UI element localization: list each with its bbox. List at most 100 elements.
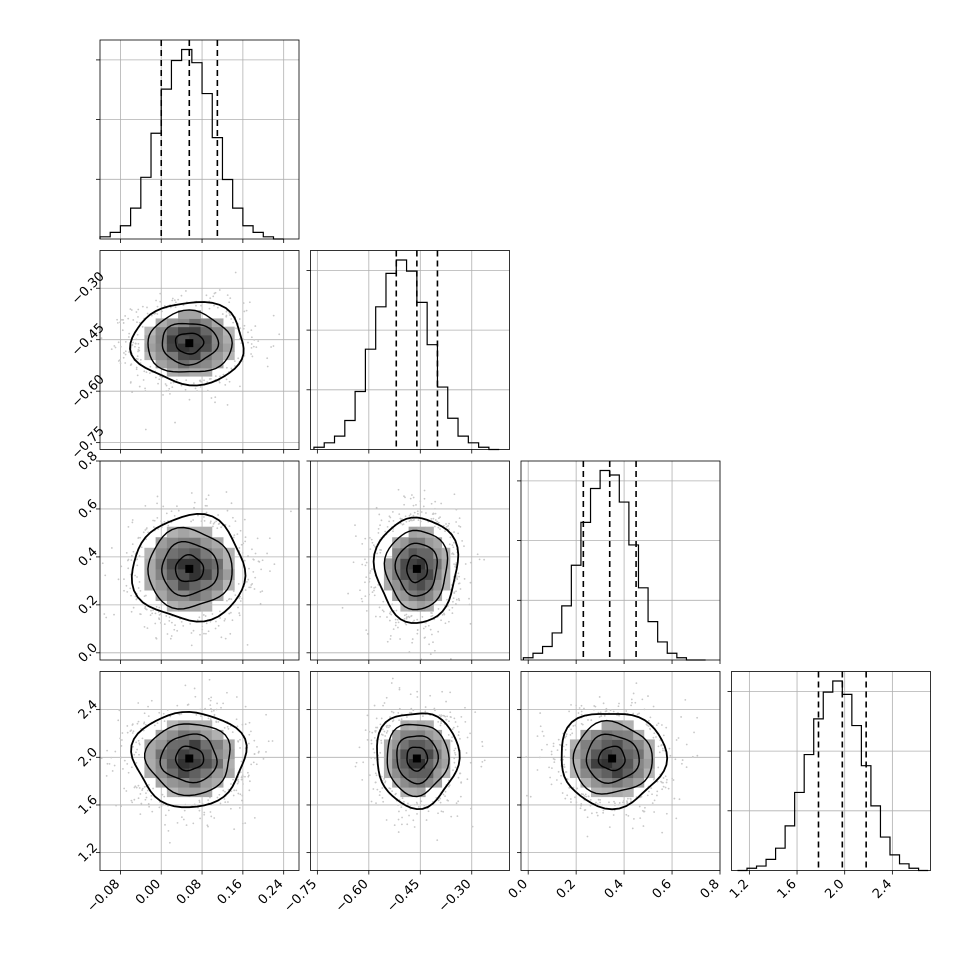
scatter-point xyxy=(103,613,106,615)
scatter-point xyxy=(656,794,658,797)
scatter-point xyxy=(464,563,467,565)
scatter-point xyxy=(199,708,202,711)
density-cell xyxy=(211,579,224,591)
scatter-point xyxy=(368,774,371,777)
scatter-point xyxy=(548,766,550,769)
scatter-point xyxy=(203,813,206,816)
scatter-point xyxy=(250,763,253,766)
scatter-point xyxy=(468,597,470,600)
scatter-point xyxy=(671,777,674,780)
scatter-point xyxy=(391,511,394,513)
scatter-point xyxy=(452,546,455,549)
scatter-point xyxy=(434,519,437,521)
scatter-point xyxy=(152,526,155,528)
density-cell xyxy=(222,579,235,591)
scatter-point xyxy=(255,763,258,766)
scatter-point xyxy=(474,711,477,714)
scatter-point xyxy=(217,514,220,516)
scatter-point xyxy=(662,749,664,752)
scatter-point xyxy=(447,525,450,527)
scatter-point xyxy=(422,627,425,630)
scatter-point xyxy=(398,687,401,689)
scatter-point xyxy=(228,380,231,383)
scatter-point xyxy=(413,518,415,521)
panel-frame xyxy=(731,671,931,871)
scatter-point xyxy=(230,790,233,793)
scatter-point xyxy=(232,536,235,539)
scatter-point xyxy=(146,789,149,792)
scatter-point xyxy=(618,702,620,705)
scatter-point xyxy=(382,728,384,731)
scatter-point xyxy=(649,728,652,731)
scatter-point xyxy=(170,621,173,624)
scatter-point xyxy=(139,536,142,539)
scatter-point xyxy=(238,547,241,549)
density-cell xyxy=(200,600,213,612)
scatter-point xyxy=(638,712,640,715)
scatter-point xyxy=(481,745,484,748)
panel-frame xyxy=(520,671,721,871)
scatter-point xyxy=(136,748,138,751)
density-cell xyxy=(166,359,179,369)
density-peak xyxy=(412,564,421,573)
scatter-point xyxy=(190,632,193,634)
density-cell xyxy=(416,579,426,591)
density-cell xyxy=(425,777,434,788)
scatter-point xyxy=(197,514,199,517)
scatter-point xyxy=(205,622,208,625)
scatter-point xyxy=(170,510,173,513)
scatter-point xyxy=(127,771,130,774)
density-cell xyxy=(178,343,190,352)
scatter-point xyxy=(385,696,388,699)
scatter-point xyxy=(239,738,241,741)
panel-frame xyxy=(310,250,510,450)
scatter-point xyxy=(156,722,159,725)
scatter-point xyxy=(380,519,383,522)
scatter-point xyxy=(220,636,223,639)
density-cell xyxy=(144,739,157,750)
density-cell xyxy=(144,334,157,344)
scatter-point xyxy=(476,553,479,556)
scatter-point xyxy=(454,752,456,754)
scatter-point xyxy=(631,701,633,704)
density-cell xyxy=(178,768,190,779)
density-cell xyxy=(408,739,418,750)
density-cell xyxy=(222,739,235,750)
density-cell xyxy=(178,748,190,759)
scatter-point xyxy=(375,802,377,805)
scatter-point xyxy=(138,554,141,557)
density-cell xyxy=(189,758,202,769)
scatter-point xyxy=(525,756,528,758)
scatter-point xyxy=(389,638,392,640)
scatter-point xyxy=(570,801,572,803)
scatter-point xyxy=(211,613,214,615)
scatter-point xyxy=(408,514,411,517)
scatter-point xyxy=(557,738,560,741)
scatter-point xyxy=(247,774,250,777)
scatter-point xyxy=(207,799,210,802)
scatter-point xyxy=(685,766,688,769)
scatter-point xyxy=(361,600,364,603)
scatter-point xyxy=(406,716,408,718)
scatter-point xyxy=(137,587,140,589)
density-cell xyxy=(425,748,434,759)
density-cell xyxy=(425,720,434,731)
scatter-point xyxy=(456,577,458,579)
scatter-point xyxy=(526,794,528,797)
scatter-point xyxy=(192,629,195,632)
scatter-point xyxy=(382,800,385,803)
scatter-point xyxy=(101,562,104,565)
scatter-point xyxy=(138,753,140,756)
scatter-point xyxy=(253,339,256,341)
scatter-point xyxy=(100,337,103,340)
scatter-point xyxy=(124,350,127,353)
density-cell xyxy=(144,748,157,759)
scatter-point xyxy=(566,794,569,797)
scatter-point xyxy=(126,763,129,765)
density-panel-p1-p2 xyxy=(306,460,510,664)
x-tick-label: 0.0 xyxy=(506,877,531,902)
scatter-point xyxy=(202,614,205,616)
scatter-point xyxy=(408,814,410,817)
density-cell xyxy=(200,568,213,580)
density-cell xyxy=(400,758,410,769)
